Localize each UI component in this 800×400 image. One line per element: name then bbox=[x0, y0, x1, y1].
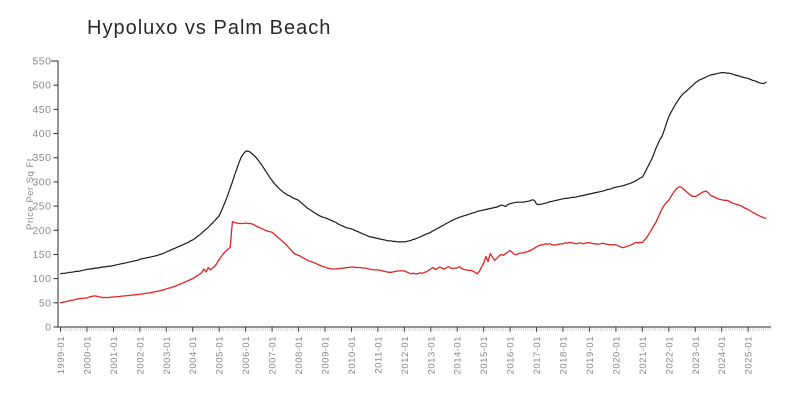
x-tick-label: 2018-01 bbox=[559, 336, 570, 374]
x-tick-label: 2003-01 bbox=[162, 336, 173, 374]
x-tick-label: 2008-01 bbox=[294, 336, 305, 374]
series-lines bbox=[59, 71, 767, 304]
x-tick-label: 2020-01 bbox=[611, 336, 622, 374]
x-tick-label: 2023-01 bbox=[691, 336, 702, 374]
x-tick-label: 1999-01 bbox=[56, 336, 67, 374]
y-tick-label: 450 bbox=[32, 104, 51, 116]
x-tick-label: 2014-01 bbox=[453, 336, 464, 374]
x-tick-label: 2025-01 bbox=[744, 336, 755, 374]
x-axis: 1999-01 2000-01 2001-01 2002-01 2003-01 2004-… bbox=[56, 326, 771, 374]
x-tick-label: 2005-01 bbox=[215, 336, 226, 374]
hypoluxo-line bbox=[59, 186, 767, 304]
y-tick-label: 350 bbox=[32, 152, 51, 164]
palm-beach-line bbox=[59, 71, 767, 275]
y-tick-label: 150 bbox=[32, 249, 51, 261]
y-tick-label: 200 bbox=[32, 225, 51, 237]
y-tick-label: 300 bbox=[32, 176, 51, 188]
x-tick-label: 2007-01 bbox=[268, 336, 279, 374]
x-tick-label: 2024-01 bbox=[717, 336, 728, 374]
x-tick-label: 2000-01 bbox=[82, 336, 93, 374]
y-tick-label: 400 bbox=[32, 128, 51, 140]
y-axis-ticks: 0 50 100 150 200 250 300 350 400 450 500 550 bbox=[32, 56, 58, 334]
x-tick-label: 2021-01 bbox=[638, 336, 649, 374]
x-tick-label: 2012-01 bbox=[400, 336, 411, 374]
x-tick-label: 2010-01 bbox=[347, 336, 358, 374]
y-tick-label: 550 bbox=[32, 56, 51, 68]
x-tick-label: 2015-01 bbox=[479, 336, 490, 374]
x-tick-label: 2022-01 bbox=[664, 336, 675, 374]
x-tick-label: 2011-01 bbox=[373, 336, 384, 374]
x-tick-label: 2017-01 bbox=[532, 336, 543, 374]
y-tick-label: 500 bbox=[32, 80, 51, 92]
x-axis-major-ticks: 1999-01 2000-01 2001-01 2002-01 2003-01 2004-… bbox=[56, 327, 755, 374]
x-tick-label: 2006-01 bbox=[241, 336, 252, 374]
y-axis-title: Price Per Sq Ft bbox=[25, 158, 36, 230]
x-tick-label: 2016-01 bbox=[506, 336, 517, 374]
y-axis: 0 50 100 150 200 250 300 350 400 450 500 550 Price … bbox=[25, 56, 59, 334]
x-axis-minor-ticks bbox=[60, 327, 771, 331]
y-tick-label: 50 bbox=[39, 297, 52, 309]
x-tick-label: 2004-01 bbox=[188, 336, 199, 374]
y-tick-label: 0 bbox=[45, 322, 51, 334]
x-tick-label: 2013-01 bbox=[426, 336, 437, 374]
x-tick-label: 2009-01 bbox=[320, 336, 331, 374]
y-tick-label: 250 bbox=[32, 201, 51, 213]
x-tick-label: 2019-01 bbox=[585, 336, 596, 374]
y-tick-label: 100 bbox=[32, 273, 51, 285]
x-tick-label: 2002-01 bbox=[135, 336, 146, 374]
chart-title: Hypoluxo vs Palm Beach bbox=[87, 17, 332, 39]
x-tick-label: 2001-01 bbox=[109, 336, 120, 374]
